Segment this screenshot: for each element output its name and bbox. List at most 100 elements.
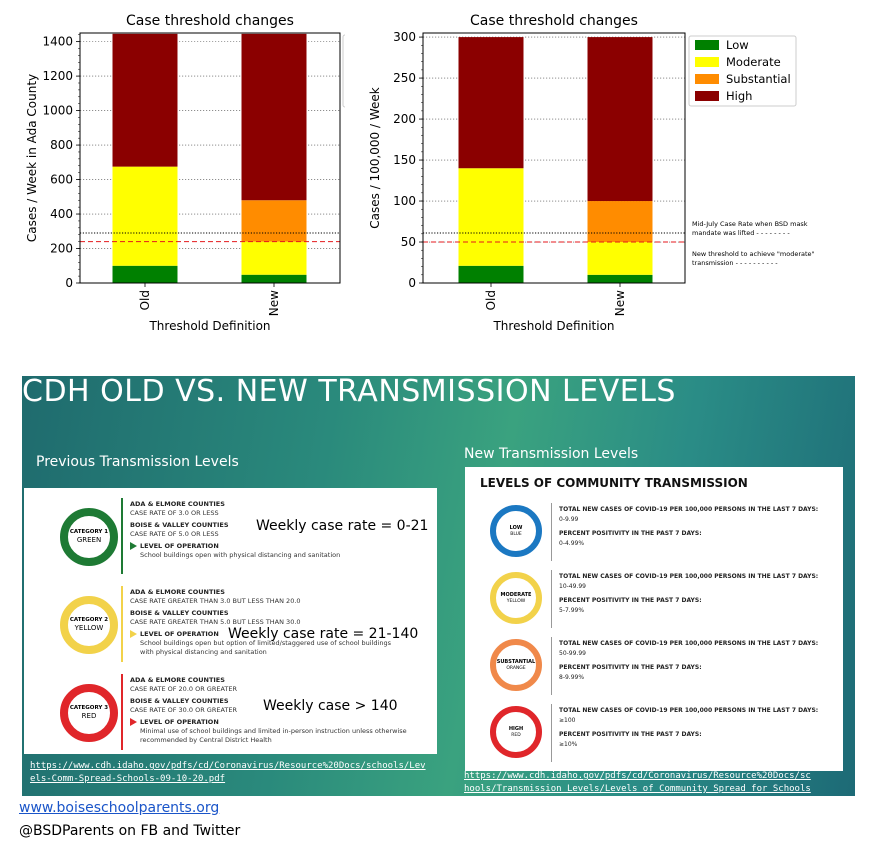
reference-note: New threshold to achieve "moderate" [692,250,815,258]
x-tick-label: New [267,290,281,316]
ada-heading: ADA & ELMORE COUNTIES [130,676,225,684]
cdh-slide: CDH OLD VS. NEW TRANSMISSION LEVELS Prev… [22,376,855,796]
y-tick-label: 1400 [42,35,73,49]
slide-title: CDH OLD VS. NEW TRANSMISSION LEVELS [22,376,676,409]
positivity-range: 0-4.99% [559,540,585,547]
ring-color: GREEN [76,536,102,544]
legend-label-moderate: Moderate [726,55,781,69]
url-line: els-Comm-Spread-Schools-09-10-20.pdf [30,774,226,784]
previous-levels-panel: CATEGORY 1 GREEN ADA & ELMORE COUNTIES CASE… [24,488,437,754]
reference-note: mandate was lifted - - - - - - - - [692,229,790,237]
transmission-level-row: LOW BLUE TOTAL NEW CASES OF COVID-19 PER 1… [465,499,843,565]
old-levels-source-link[interactable]: https://www.cdh.idaho.gov/pdfs/cd/Corona… [30,760,426,786]
cases-per-100k-chart: 0 50 100 150 200 250 300 Old New Case threshold c… [368,13,797,333]
new-levels-heading: New Transmission Levels [464,446,639,462]
ring-color: ORANGE [506,665,526,671]
bar-substantial-new [587,201,653,243]
category-ring: CATEGORY 2 YELLOW [60,596,118,654]
level-ring: HIGH RED [490,706,542,758]
cases-heading: TOTAL NEW CASES OF COVID-19 PER 100,000 … [559,573,819,580]
ring-label: SUBSTANTIAL [496,658,536,665]
bar-high-old [458,37,524,169]
new-levels-source-link[interactable]: https://www.cdh.idaho.gov/pdfs/cd/Corona… [464,770,811,796]
ring-label: CATEGORY 1 [69,529,109,535]
reference-note: Mid-July Case Rate when BSD mask [692,220,808,228]
x-tick-label: Old [138,290,152,310]
boise-rate: CASE RATE OF 5.0 OR LESS [130,530,219,538]
y-axis-label: Cases / Week in Ada County [25,74,39,242]
y-axis-label: Cases / 100,000 / Week [368,87,382,229]
ring-color: RED [81,712,97,720]
url-line: https://www.cdh.idaho.gov/pdfs/cd/Corona… [464,771,811,781]
y-tick-label: 200 [50,242,73,256]
boise-heading: BOISE & VALLEY COUNTIES [130,521,229,529]
y-tick-label: 0 [65,276,73,290]
cases-heading: TOTAL NEW CASES OF COVID-19 PER 100,000 … [559,707,819,714]
ring-color: RED [511,732,521,738]
category-details: ADA & ELMORE COUNTIES CASE RATE GREATER T… [130,588,391,657]
positivity-heading: PERCENT POSITIVITY IN THE PAST 7 DAYS: [559,731,702,738]
bar-high-new [241,33,307,201]
ada-rate: CASE RATE OF 20.0 OR GREATER [130,685,237,693]
ring-label: MODERATE [500,591,532,598]
social-handle: @BSDParents on FB and Twitter [19,823,241,839]
positivity-heading: PERCENT POSITIVITY IN THE PAST 7 DAYS: [559,597,702,604]
bar-moderate-old [112,166,178,266]
positivity-range: 5-7.99% [559,607,585,614]
level-ring: SUBSTANTIAL ORANGE [490,639,542,691]
x-tick-label: Old [484,290,498,310]
weekly-case-rate-note: Weekly case rate = 0-21 [256,518,429,534]
ada-heading: ADA & ELMORE COUNTIES [130,588,225,596]
boise-heading: BOISE & VALLEY COUNTIES [130,609,229,617]
y-tick-label: 600 [50,173,73,187]
ada-rate: CASE RATE OF 3.0 OR LESS [130,509,219,517]
category-details: ADA & ELMORE COUNTIES CASE RATE OF 20.0 O… [130,676,407,745]
weekly-case-rate-note: Weekly case rate = 21-140 [228,626,419,642]
level-ring: LOW BLUE [490,505,542,557]
legend-swatch-high [695,91,719,101]
y-tick-label: 300 [393,30,416,44]
bar-high-old [112,33,178,167]
boise-rate: CASE RATE OF 30.0 OR GREATER [130,706,237,714]
bar-moderate-new [241,241,307,275]
transmission-level-row: HIGH RED TOTAL NEW CASES OF COVID-19 PER 1… [465,700,843,766]
reference-note: transmission - - - - - - - - - - [692,259,778,267]
ada-heading: ADA & ELMORE COUNTIES [130,500,225,508]
level-divider [551,637,552,695]
positivity-heading: PERCENT POSITIVITY IN THE PAST 7 DAYS: [559,664,702,671]
legend-label-substantial: Substantial [726,72,791,86]
url-line: hools/Transmission_Levels/Levels_of_Comm… [464,784,811,794]
category-row: CATEGORY 3 RED ADA & ELMORE COUNTIES CASE R… [24,666,437,752]
level-ring: MODERATE YELLOW [490,572,542,624]
bar-moderate-new [587,242,653,275]
legend-swatch-substantial [695,74,719,84]
category-divider [121,674,123,750]
new-levels-panel: LEVELS OF COMMUNITY TRANSMISSION LOW BLUE… [465,467,843,771]
plot-frame [79,32,341,284]
category-divider [121,586,123,662]
level-details: TOTAL NEW CASES OF COVID-19 PER 100,000 … [559,639,818,683]
y-tick-label: 200 [393,112,416,126]
legend-edge [342,34,345,108]
ring-color: BLUE [510,531,522,537]
transmission-level-row: MODERATE YELLOW TOTAL NEW CASES OF COVID-1… [465,566,843,632]
previous-levels-heading: Previous Transmission Levels [36,454,239,470]
legend-swatch-moderate [695,57,719,67]
level-details: TOTAL NEW CASES OF COVID-19 PER 100,000 … [559,505,818,549]
positivity-range: ≥10% [559,741,578,748]
level-details: TOTAL NEW CASES OF COVID-19 PER 100,000 … [559,572,818,616]
chart-legend: Low Moderate Substantial High [688,35,797,107]
level-text: School buildings open but option of limi… [140,639,391,647]
category-details: ADA & ELMORE COUNTIES CASE RATE OF 3.0 OR… [130,500,340,560]
cases-range: ≥100 [559,717,576,724]
y-tick-label: 150 [393,153,416,167]
bar-substantial-new [241,200,307,242]
ring-label: HIGH [508,725,524,732]
website-link[interactable]: www.boiseschoolparents.org [19,800,220,816]
ring-label: CATEGORY 2 [69,617,109,623]
category-ring: CATEGORY 1 GREEN [60,508,118,566]
legend-label-low: Low [726,38,749,52]
y-tick-label: 800 [50,138,73,152]
category-divider [121,498,123,574]
x-axis-label: Threshold Definition [148,319,270,333]
